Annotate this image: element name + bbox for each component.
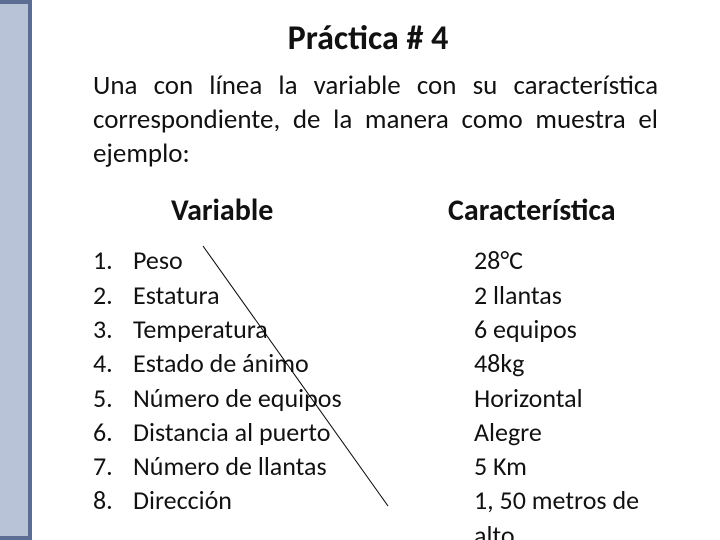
- item-label: Dirección: [133, 483, 232, 517]
- item-label: Estatura: [133, 278, 220, 312]
- item-number: 3.: [93, 312, 133, 346]
- list-item: 48kg: [474, 346, 678, 380]
- item-label: Distancia al puerto: [133, 415, 330, 449]
- characteristic-list: 28°C 2 llantas 6 equipos 48kg Horizontal…: [438, 243, 678, 540]
- list-item: 5.Número de equipos: [93, 381, 438, 415]
- list-item: 6.Distancia al puerto: [93, 415, 438, 449]
- list-item: 4.Estado de ánimo: [93, 346, 438, 380]
- item-number: 5.: [93, 381, 133, 415]
- page-title: Práctica # 4: [48, 18, 688, 59]
- list-item: 8.Dirección: [93, 483, 438, 517]
- item-label: Temperatura: [133, 312, 268, 346]
- item-label: Número de llantas: [133, 449, 327, 483]
- left-accent-bar: [0, 0, 32, 540]
- list-item: Horizontal: [474, 381, 678, 415]
- list-item: 2.Estatura: [93, 278, 438, 312]
- item-number: 4.: [93, 346, 133, 380]
- list-item: 7.Número de llantas: [93, 449, 438, 483]
- item-number: 2.: [93, 278, 133, 312]
- instructions-text: Una con línea la variable con su caracte…: [48, 69, 688, 170]
- item-number: 6.: [93, 415, 133, 449]
- variable-header: Variable: [93, 192, 438, 229]
- list-item: 6 equipos: [474, 312, 678, 346]
- list-item: Alegre: [474, 415, 678, 449]
- item-label: Estado de ánimo: [133, 346, 309, 380]
- list-item: 5 Km: [474, 449, 678, 483]
- list-item: 3.Temperatura: [93, 312, 438, 346]
- columns-wrapper: Variable 1.Peso 2.Estatura 3.Temperatura…: [48, 192, 688, 540]
- item-label: Peso: [133, 243, 183, 277]
- characteristic-column: Característica 28°C 2 llantas 6 equipos …: [438, 192, 678, 540]
- list-item: 28°C: [474, 243, 678, 277]
- list-item: 2 llantas: [474, 278, 678, 312]
- item-number: 1.: [93, 243, 133, 277]
- item-number: 7.: [93, 449, 133, 483]
- list-item: 1, 50 metros de alto: [474, 483, 678, 540]
- slide-content: Práctica # 4 Una con línea la variable c…: [48, 0, 708, 540]
- variable-column: Variable 1.Peso 2.Estatura 3.Temperatura…: [93, 192, 438, 540]
- list-item: 1.Peso: [93, 243, 438, 277]
- characteristic-header: Característica: [438, 192, 678, 229]
- variable-list: 1.Peso 2.Estatura 3.Temperatura 4.Estado…: [93, 243, 438, 518]
- item-number: 8.: [93, 483, 133, 517]
- item-label: Número de equipos: [133, 381, 342, 415]
